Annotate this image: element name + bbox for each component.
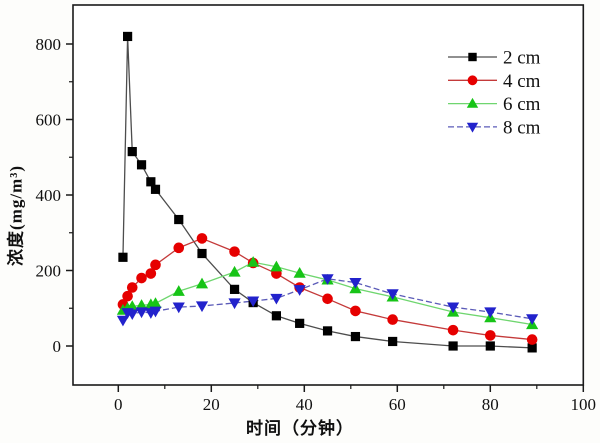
- data-point-4cm: [447, 324, 459, 336]
- x-tick-label: 20: [203, 395, 220, 414]
- y-axis-label: 浓度(mg/m³): [6, 165, 26, 266]
- data-point-2cm: [136, 160, 147, 170]
- data-point-8cm: [270, 293, 283, 305]
- data-point-4cm: [196, 233, 208, 244]
- data-point-4cm: [229, 246, 240, 257]
- y-tick-label: 600: [36, 111, 62, 130]
- data-point-6cm: [270, 260, 283, 272]
- data-point-8cm: [247, 296, 260, 308]
- legend-marker-6cm: [466, 97, 479, 108]
- data-point-8cm: [116, 315, 130, 327]
- data-point-8cm: [526, 314, 539, 325]
- data-point-8cm: [149, 306, 162, 318]
- legend-marker-4cm: [467, 75, 478, 86]
- data-point-2cm: [350, 331, 361, 342]
- legend-marker-2cm: [468, 52, 477, 62]
- y-tick-label: 200: [36, 262, 62, 281]
- data-point-8cm: [126, 309, 139, 321]
- data-point-2cm: [118, 252, 128, 262]
- data-point-2cm: [174, 214, 184, 225]
- data-point-2cm: [197, 248, 207, 259]
- data-point-8cm: [195, 301, 209, 313]
- data-point-6cm: [135, 299, 148, 310]
- data-point-4cm: [173, 242, 185, 254]
- data-point-2cm: [295, 318, 305, 328]
- data-point-2cm: [388, 336, 398, 347]
- legend-label-4cm: 4 cm: [503, 71, 541, 92]
- data-point-6cm: [247, 256, 260, 267]
- x-tick-label: 40: [296, 395, 313, 414]
- data-point-2cm: [322, 326, 333, 336]
- legend-label-6cm: 6 cm: [503, 94, 541, 115]
- x-axis-label: 时间（分钟）: [246, 419, 354, 438]
- data-point-4cm: [485, 330, 496, 341]
- data-point-4cm: [322, 293, 333, 305]
- data-point-2cm: [123, 31, 133, 42]
- data-point-2cm: [150, 184, 161, 194]
- data-point-8cm: [321, 274, 334, 285]
- data-point-4cm: [122, 290, 133, 302]
- data-point-6cm: [293, 267, 306, 278]
- y-tick-label: 800: [36, 35, 62, 54]
- data-point-4cm: [126, 282, 138, 293]
- data-point-4cm: [150, 259, 161, 271]
- data-point-8cm: [386, 289, 399, 301]
- data-point-6cm: [195, 277, 209, 289]
- data-point-4cm: [526, 334, 538, 345]
- x-tick-label: 0: [114, 395, 123, 414]
- data-point-6cm: [149, 297, 162, 308]
- data-point-8cm: [293, 285, 306, 296]
- y-tick-label: 400: [36, 186, 62, 205]
- legend-marker-8cm: [466, 122, 479, 133]
- data-point-4cm: [145, 268, 157, 279]
- data-point-8cm: [447, 302, 460, 314]
- data-point-2cm: [146, 177, 156, 187]
- data-point-2cm: [127, 146, 137, 157]
- x-tick-label: 100: [571, 395, 597, 414]
- data-point-8cm: [228, 298, 241, 310]
- x-tick-label: 80: [482, 395, 499, 414]
- data-point-2cm: [448, 341, 458, 351]
- data-point-2cm: [485, 341, 495, 351]
- data-point-6cm: [228, 265, 241, 277]
- data-point-6cm: [172, 285, 185, 296]
- data-point-2cm: [229, 284, 240, 294]
- data-point-8cm: [349, 277, 362, 289]
- data-point-8cm: [135, 307, 148, 319]
- data-point-4cm: [136, 272, 147, 284]
- legend-label-8cm: 8 cm: [503, 117, 541, 138]
- data-point-2cm: [271, 311, 281, 321]
- y-tick-label: 0: [53, 337, 62, 356]
- data-point-4cm: [350, 305, 361, 317]
- data-point-4cm: [387, 314, 398, 325]
- data-point-8cm: [484, 307, 497, 319]
- plot-frame: [72, 4, 585, 386]
- x-tick-label: 60: [389, 395, 406, 414]
- legend-label-2cm: 2 cm: [503, 48, 541, 69]
- data-point-8cm: [172, 302, 185, 314]
- data-point-2cm: [527, 343, 537, 353]
